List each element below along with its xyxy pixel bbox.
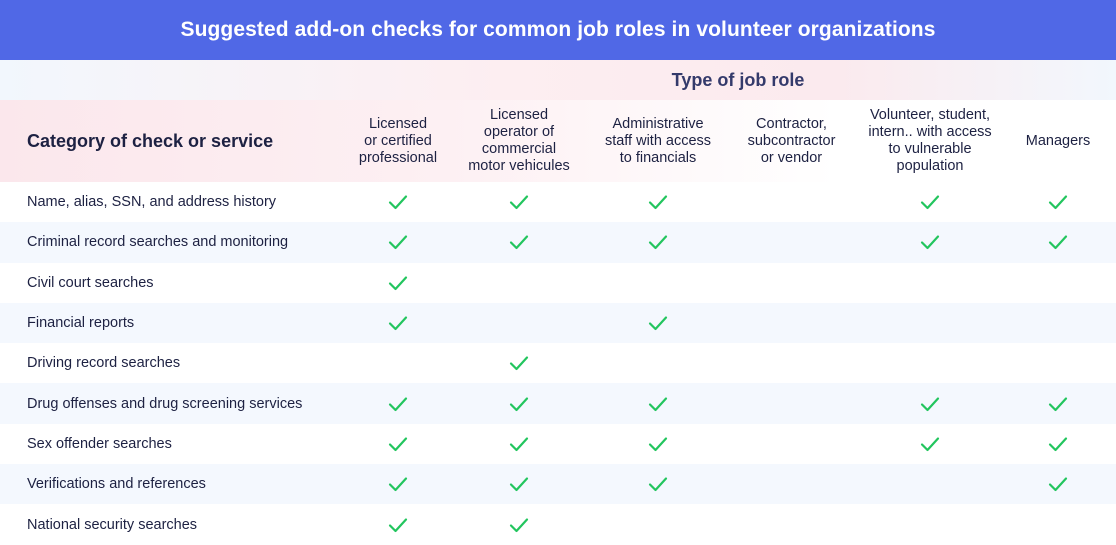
table-row: Criminal record searches and monitoring bbox=[0, 222, 1116, 263]
category-label: Driving record searches bbox=[27, 355, 181, 372]
category-label: Drug offenses and drug screening service… bbox=[27, 395, 303, 412]
table-title: Suggested add-on checks for common job r… bbox=[0, 0, 1116, 60]
role-header-6: Managers bbox=[1025, 132, 1091, 149]
checkmark-icon bbox=[1008, 383, 1108, 423]
checkmark-icon bbox=[455, 424, 583, 464]
checkmark-icon bbox=[455, 504, 583, 544]
checkmark-icon bbox=[338, 383, 458, 423]
checkmark-icon bbox=[455, 383, 583, 423]
checkmark-icon bbox=[455, 222, 583, 262]
checkmark-icon bbox=[590, 222, 726, 262]
table-row: Sex offender searches bbox=[0, 423, 1116, 465]
category-header: Category of check or service bbox=[27, 130, 274, 151]
table-row: Drug offenses and drug screening service… bbox=[0, 383, 1116, 424]
table-body: Name, alias, SSN, and address history Cri… bbox=[0, 182, 1116, 545]
role-header-3: Administrative staff with access to fina… bbox=[604, 115, 712, 166]
checkmark-icon bbox=[338, 424, 458, 464]
checkmark-icon bbox=[852, 222, 1008, 262]
category-label: Verifications and references bbox=[27, 476, 206, 493]
role-header-2: Licensed operator of commercial motor ve… bbox=[468, 107, 570, 174]
checkmark-icon bbox=[338, 464, 458, 504]
role-header-4: Contractor, subcontractor or vendor bbox=[747, 115, 836, 166]
category-label: National security searches bbox=[27, 516, 198, 533]
column-header-row: Category of check or service Licensed or… bbox=[0, 100, 1116, 182]
role-header-5: Volunteer, student, intern.. with access… bbox=[868, 107, 992, 174]
checkmark-icon bbox=[338, 222, 458, 262]
checkmark-icon bbox=[455, 464, 583, 504]
checkmark-icon bbox=[338, 182, 458, 222]
table-row: Civil court searches bbox=[0, 262, 1116, 303]
checkmark-icon bbox=[338, 263, 458, 303]
category-label: Financial reports bbox=[27, 315, 135, 332]
table-row: National security searches bbox=[0, 504, 1116, 545]
checkmark-icon bbox=[590, 424, 726, 464]
group-header: Type of job role bbox=[0, 60, 1116, 100]
category-label: Criminal record searches and monitoring bbox=[27, 234, 289, 251]
checkmark-icon bbox=[852, 424, 1008, 464]
group-label: Type of job role bbox=[671, 69, 805, 90]
checkmark-icon bbox=[455, 343, 583, 383]
table-row: Verifications and references bbox=[0, 464, 1116, 505]
checkmark-icon bbox=[590, 303, 726, 343]
checkmark-icon bbox=[455, 182, 583, 222]
checkmark-icon bbox=[1008, 182, 1108, 222]
checkmark-icon bbox=[590, 182, 726, 222]
checkmark-icon bbox=[852, 182, 1008, 222]
checkmark-icon bbox=[338, 303, 458, 343]
checkmark-icon bbox=[1008, 424, 1108, 464]
category-label: Name, alias, SSN, and address history bbox=[27, 194, 277, 211]
table-row: Driving record searches bbox=[0, 343, 1116, 384]
checkmark-icon bbox=[1008, 222, 1108, 262]
category-label: Sex offender searches bbox=[27, 435, 172, 452]
category-label: Civil court searches bbox=[27, 274, 154, 291]
checkmark-icon bbox=[590, 464, 726, 504]
checkmark-icon bbox=[338, 504, 458, 544]
role-header-1: Licensed or certified professional bbox=[358, 115, 438, 166]
table-row: Financial reports bbox=[0, 302, 1116, 344]
checkmark-icon bbox=[852, 383, 1008, 423]
checkmark-icon bbox=[590, 383, 726, 423]
table-row: Name, alias, SSN, and address history bbox=[0, 182, 1116, 223]
checkmark-icon bbox=[1008, 464, 1108, 504]
